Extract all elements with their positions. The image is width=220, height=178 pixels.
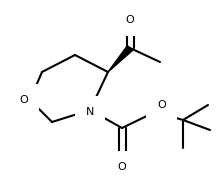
Text: O: O xyxy=(157,100,166,110)
Polygon shape xyxy=(108,46,133,72)
Text: O: O xyxy=(118,162,126,172)
Text: N: N xyxy=(86,107,94,117)
Text: O: O xyxy=(126,15,134,25)
Text: O: O xyxy=(19,95,28,105)
